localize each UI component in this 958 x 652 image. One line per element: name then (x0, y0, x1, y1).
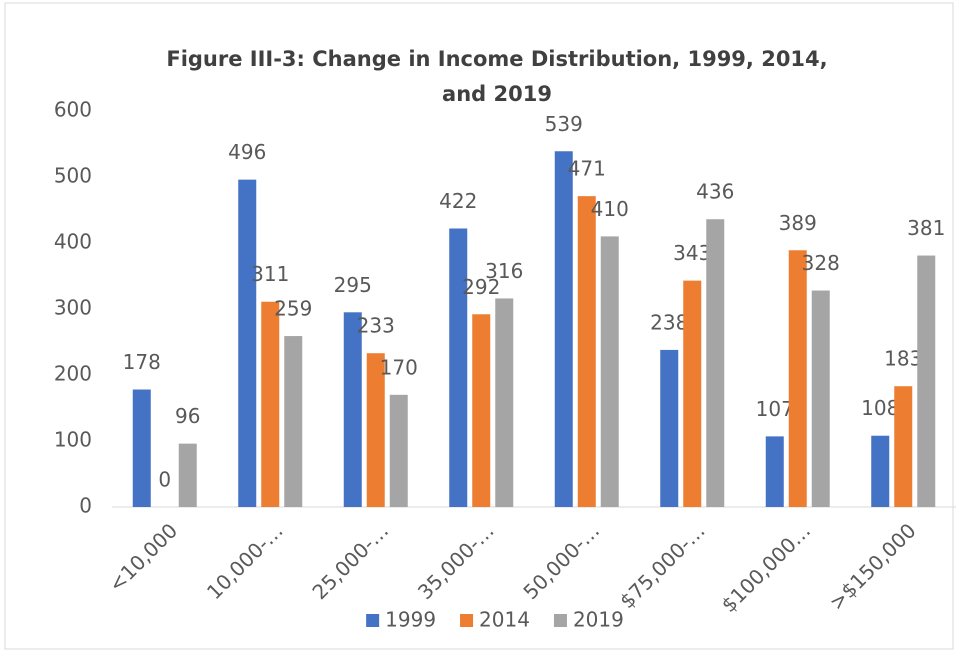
bar (178, 443, 197, 507)
bar (366, 353, 385, 507)
y-tick-label: 400 (54, 230, 92, 254)
data-label: 0 (158, 468, 171, 492)
data-label: 107 (756, 397, 794, 421)
data-label: 328 (802, 251, 840, 275)
data-label: 183 (884, 347, 922, 371)
bar (706, 219, 725, 508)
y-tick-label: 300 (54, 296, 92, 320)
data-label: 108 (861, 396, 899, 420)
title-line: Figure III-3: Change in Income Distribut… (166, 47, 827, 71)
bar (577, 196, 596, 507)
y-tick-label: 200 (54, 362, 92, 386)
bar (554, 151, 573, 507)
data-label: 316 (485, 259, 523, 283)
bar (871, 435, 890, 507)
bar (389, 394, 408, 507)
data-label: 389 (779, 211, 817, 235)
legend-swatch (366, 614, 380, 627)
y-tick-label: 100 (54, 428, 92, 452)
legend-swatch (553, 614, 567, 627)
data-label: 410 (591, 197, 629, 221)
bar (472, 314, 491, 507)
data-label: 343 (673, 241, 711, 265)
data-label: 238 (650, 310, 688, 334)
bar (894, 386, 913, 507)
data-label: 381 (907, 216, 945, 240)
legend-label: 2019 (573, 608, 624, 632)
data-label: 422 (439, 189, 477, 213)
bar (917, 255, 936, 507)
title-line: and 2019 (442, 82, 552, 106)
bar (811, 290, 830, 507)
y-tick-label: 600 (54, 98, 92, 122)
bar (284, 336, 303, 507)
legend-swatch (460, 614, 474, 627)
bar (449, 228, 468, 508)
bar (600, 236, 619, 507)
bar (660, 349, 679, 507)
y-tick-label: 0 (79, 494, 92, 518)
data-label: 96 (175, 404, 200, 428)
bar (788, 250, 807, 507)
legend-label: 1999 (385, 608, 436, 632)
legend: 1999 2014 2019 (366, 608, 624, 632)
bar (683, 280, 702, 507)
bar (132, 389, 151, 507)
data-label: 259 (274, 297, 312, 321)
bar (765, 436, 784, 507)
bar (495, 298, 514, 507)
data-label: 496 (228, 140, 266, 164)
y-tick-label: 500 (54, 164, 92, 188)
data-label: 170 (380, 355, 418, 379)
data-label: 233 (357, 314, 395, 338)
data-label: 292 (462, 275, 500, 299)
bar (238, 179, 257, 507)
legend-label: 2014 (479, 608, 530, 632)
data-label: 539 (545, 112, 583, 136)
data-label: 295 (334, 273, 372, 297)
data-label: 436 (696, 180, 734, 204)
bar (261, 301, 280, 507)
data-label: 471 (568, 157, 606, 181)
data-label: 311 (251, 262, 289, 286)
bar (343, 312, 362, 507)
data-label: 178 (123, 350, 161, 374)
chart-title: Figure III-3: Change in Income Distribut… (166, 47, 827, 106)
